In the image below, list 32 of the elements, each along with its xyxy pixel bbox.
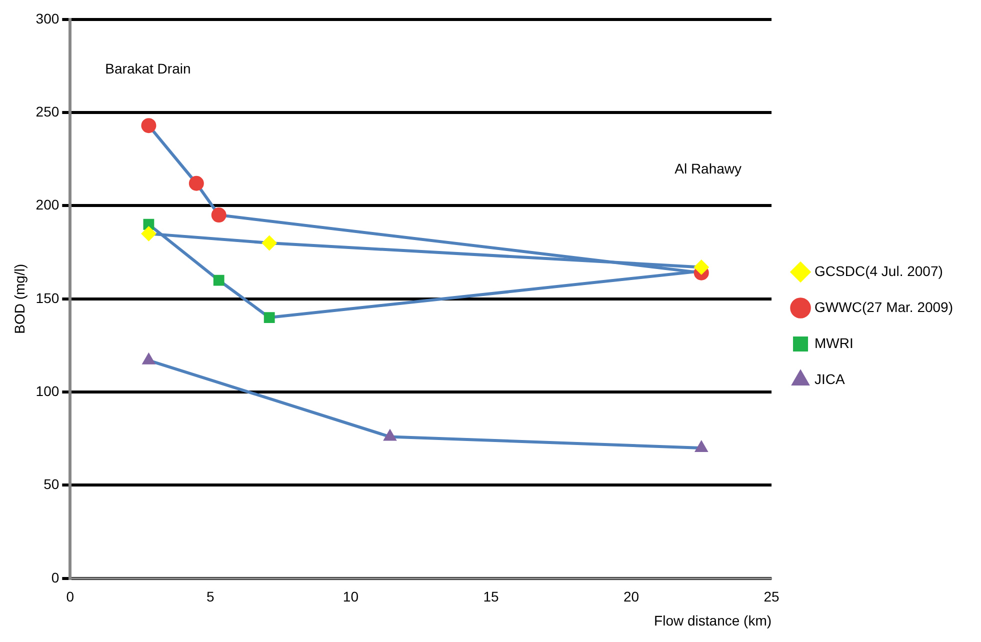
point [142,352,156,364]
y-axis-title: BOD (mg/l) [11,264,28,334]
point [383,429,397,441]
x-tick-label: 5 [206,588,215,605]
point [694,440,708,452]
point [188,176,204,191]
y-tick-label: 0 [51,569,60,586]
x-tick-label: 0 [66,588,74,605]
y-tick-label: 200 [36,196,60,213]
x-tick-label: 20 [623,588,640,605]
legend-label: GCSDC(4 Jul. 2007) [814,262,943,279]
legend-label: MWRI [814,334,854,351]
point [262,236,277,250]
x-tick-label: 10 [342,588,359,605]
legend-label: JICA [814,370,846,387]
x-tick-label: 15 [483,588,499,605]
y-tick-label: 50 [44,476,60,492]
point [213,274,224,286]
point [141,226,156,242]
annotation: Al Rahawy [674,160,742,176]
y-tick-label: 100 [36,382,60,399]
x-tick-label: 25 [764,588,780,605]
legend-label: GWWC(27 Mar. 2009) [814,298,954,315]
point [264,312,275,323]
point [141,118,156,134]
x-axis-title: Flow distance (km) [654,612,772,628]
point [211,208,226,223]
y-tick-label: 300 [36,10,60,26]
y-tick-label: 150 [36,290,60,306]
annotation: Barakat Drain [105,60,191,76]
point [694,260,709,275]
y-tick-label: 250 [36,103,60,120]
